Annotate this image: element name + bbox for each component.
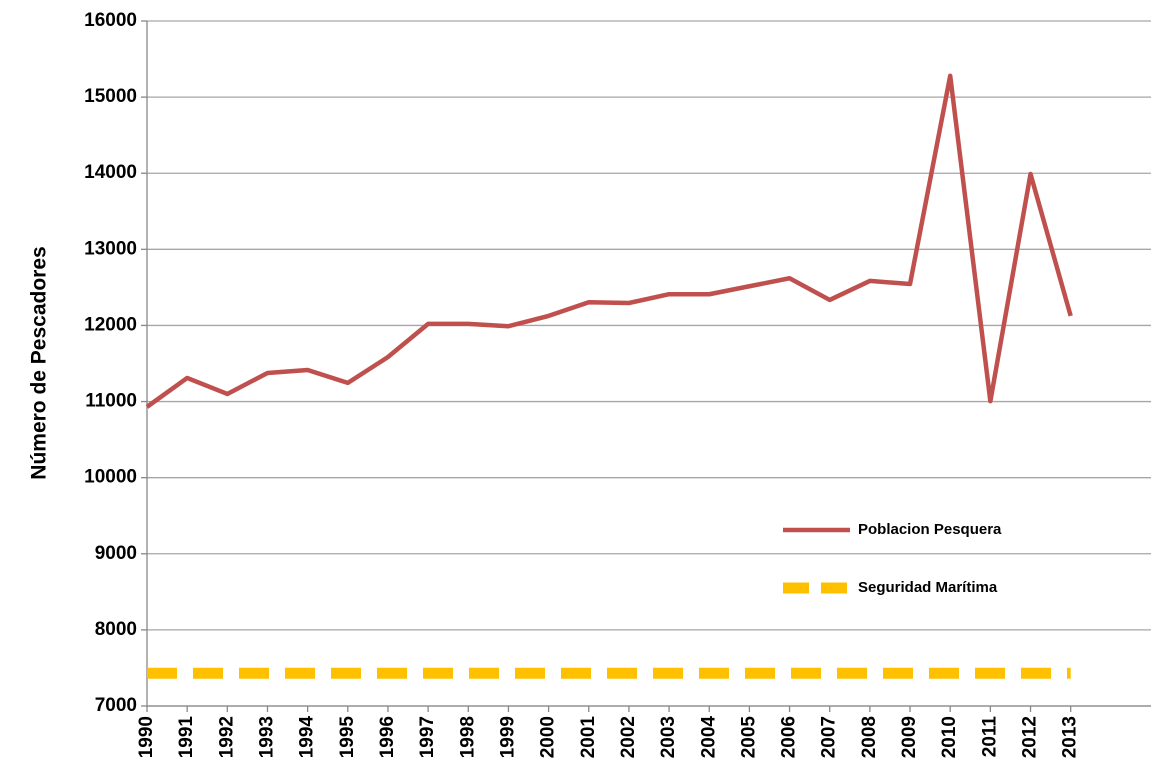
x-tick-label: 2007 <box>819 716 840 758</box>
x-tick-label: 2003 <box>658 716 679 758</box>
x-tick-label: 2006 <box>779 716 800 758</box>
y-tick-label: 15000 <box>84 86 137 107</box>
y-tick-label: 8000 <box>95 619 137 640</box>
x-tick-label: 1992 <box>216 716 237 758</box>
y-tick-label: 10000 <box>84 467 137 488</box>
x-tick-label: 2008 <box>859 716 880 758</box>
x-tick-label: 2013 <box>1060 716 1081 758</box>
x-tick-label: 1991 <box>176 716 197 759</box>
x-tick-label: 1993 <box>256 716 277 758</box>
y-tick-label: 16000 <box>84 10 137 31</box>
x-tick-label: 2012 <box>1020 716 1041 758</box>
x-tick-label: 1990 <box>136 716 157 758</box>
x-tick-label: 2011 <box>979 716 1000 758</box>
x-tick-label: 1995 <box>337 716 358 759</box>
x-tick-label: 2004 <box>698 716 719 759</box>
x-tick-label: 2005 <box>738 716 759 759</box>
x-tick-label: 2009 <box>899 716 920 758</box>
x-tick-label: 1994 <box>297 716 318 759</box>
x-tick-label: 2001 <box>578 716 599 759</box>
x-tick-label: 1997 <box>417 716 438 758</box>
legend-label: Seguridad Marítima <box>858 579 998 596</box>
x-tick-label: 2000 <box>538 716 559 758</box>
x-tick-label: 1998 <box>457 716 478 758</box>
series-line <box>145 73 1073 409</box>
x-tick-label: 1996 <box>377 716 398 758</box>
y-tick-label: 11000 <box>85 391 137 412</box>
y-tick-label: 12000 <box>84 314 137 335</box>
y-tick-label: 13000 <box>84 238 137 259</box>
y-tick-label: 9000 <box>95 543 137 564</box>
x-tick-label: 2010 <box>939 716 960 758</box>
x-tick-label: 2002 <box>618 716 639 758</box>
y-tick-label: 14000 <box>84 162 137 183</box>
x-tick-label: 1999 <box>497 716 518 758</box>
y-axis-label: Número de Pescadores <box>28 246 51 479</box>
legend-label: Poblacion Pesquera <box>858 521 1002 538</box>
y-tick-label: 7000 <box>95 695 137 716</box>
